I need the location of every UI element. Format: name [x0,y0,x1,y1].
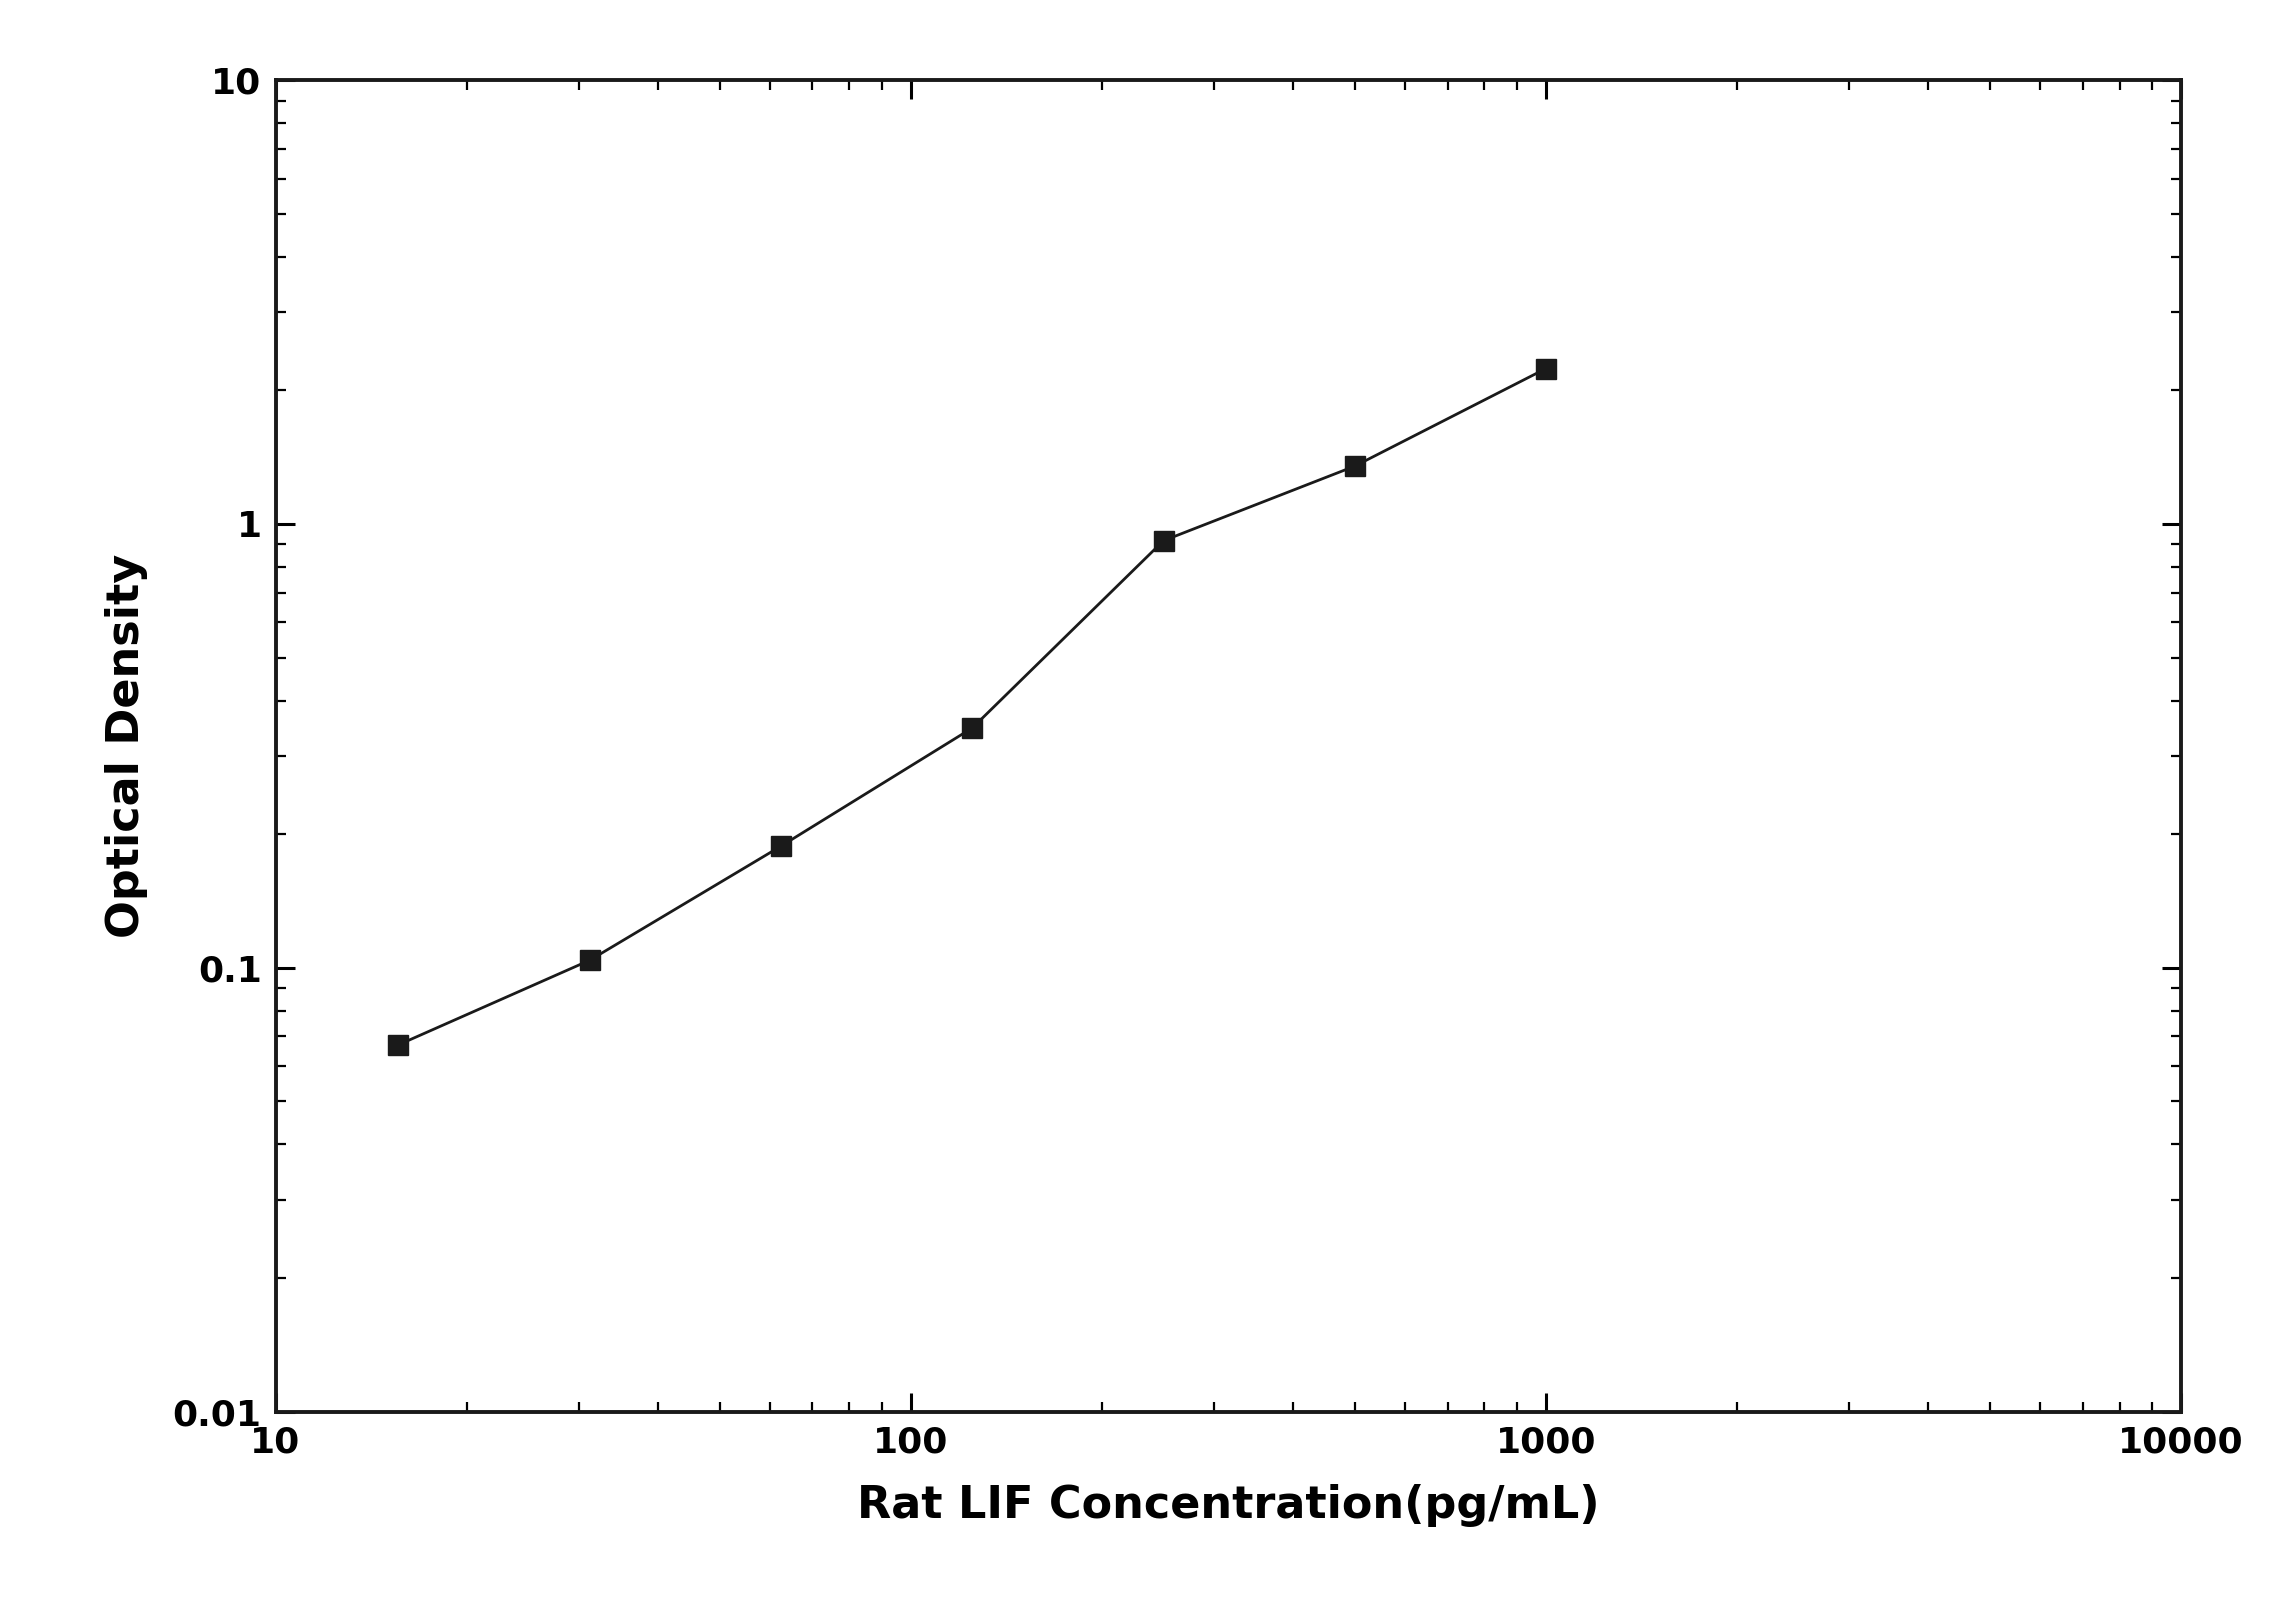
X-axis label: Rat LIF Concentration(pg/mL): Rat LIF Concentration(pg/mL) [856,1484,1600,1527]
Y-axis label: Optical Density: Optical Density [106,553,147,938]
